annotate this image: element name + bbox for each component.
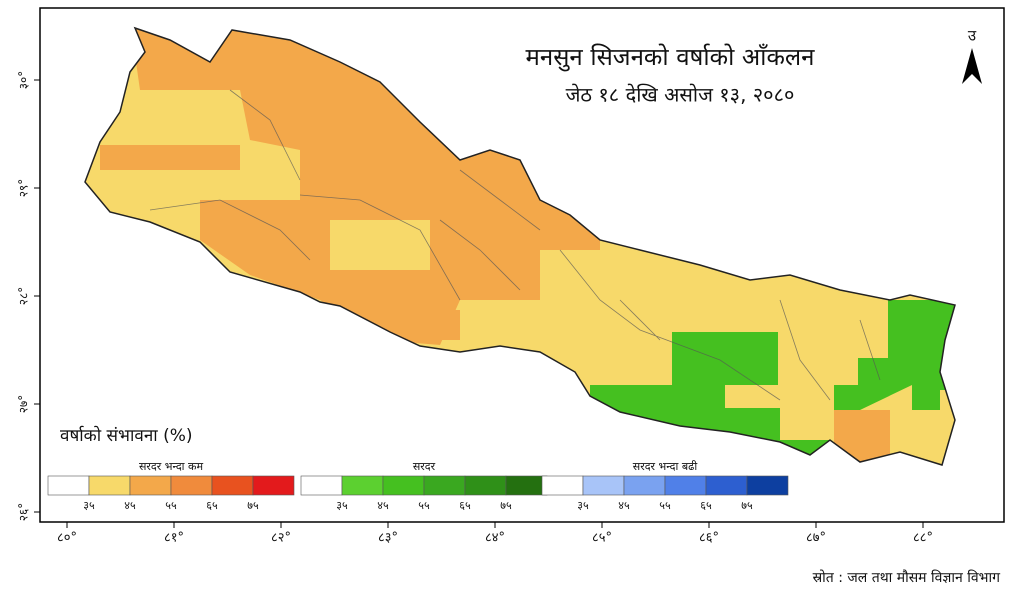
legend-tick-label: ५५ — [165, 499, 177, 512]
x-tick-label: ८१° — [164, 531, 184, 546]
legend-swatch — [664, 475, 707, 496]
legend-swatch — [341, 475, 384, 496]
y-tick-label: ३०° — [17, 71, 31, 89]
legend-tick-label: ६५ — [459, 499, 471, 512]
legend-swatch — [252, 475, 295, 496]
north-label: उ — [968, 27, 977, 45]
legend-swatch — [382, 475, 425, 496]
legend-swatch — [705, 475, 748, 496]
zone-yellow — [330, 220, 430, 270]
legend-swatch — [300, 475, 343, 496]
x-tick-label: ८७° — [806, 531, 826, 546]
legend-tick-label: ७५ — [500, 499, 512, 512]
zone-orange — [100, 145, 240, 170]
x-tick-label: ८३° — [378, 531, 398, 546]
zone-green — [834, 300, 955, 410]
legend-swatch — [129, 475, 172, 496]
legend-tick-label: ३५ — [577, 499, 589, 512]
legend-group-label: सरदर भन्दा कम — [139, 460, 204, 473]
legend-tick-label: ६५ — [206, 499, 218, 512]
y-tick-label: २९° — [17, 179, 31, 197]
legend-tick-label: ४५ — [377, 499, 389, 512]
legend-tick-label: ७५ — [741, 499, 753, 512]
legend-swatch — [88, 475, 131, 496]
y-tick-label: २६° — [17, 503, 31, 521]
legend-group-label: सरदर — [413, 460, 436, 473]
legend-swatch — [746, 475, 789, 496]
legend-swatch — [541, 475, 584, 496]
legend-tick-label: ३५ — [83, 499, 95, 512]
legend-swatch — [505, 475, 548, 496]
legend-tick-label: ५५ — [418, 499, 430, 512]
zone-green — [590, 332, 830, 455]
source-note: स्रोत : जल तथा मौसम विज्ञान विभाग — [813, 569, 1002, 586]
zone-orange — [834, 410, 890, 465]
legend-swatch — [170, 475, 213, 496]
district-borders — [149, 89, 881, 401]
legend-title: वर्षाको संभावना (%) — [60, 425, 193, 446]
legend-swatch — [582, 475, 625, 496]
map-title: मनसुन सिजनको वर्षाको आँकलन — [526, 43, 816, 72]
legend-tick-label: ७५ — [247, 499, 259, 512]
north-arrow — [962, 48, 982, 84]
legend-swatch — [423, 475, 466, 496]
legend-tick-label: ३५ — [336, 499, 348, 512]
y-tick-label: २८° — [17, 287, 31, 305]
legend-swatch — [211, 475, 254, 496]
x-tick-label: ८८° — [913, 531, 933, 546]
map-subtitle: जेठ १८ देखि असोज १३, २०८० — [566, 83, 795, 107]
x-tick-label: ८२° — [271, 531, 291, 546]
y-tick-label: २७° — [17, 395, 31, 413]
legend-tick-label: ६५ — [700, 499, 712, 512]
legend-tick-label: ५५ — [659, 499, 671, 512]
x-tick-label: ८५° — [592, 531, 612, 546]
x-tick-label: ८०° — [57, 531, 77, 546]
legend-swatch — [47, 475, 90, 496]
legend-tick-label: ४५ — [618, 499, 630, 512]
legend-tick-label: ४५ — [124, 499, 136, 512]
x-tick-label: ८६° — [699, 531, 719, 546]
legend-swatch — [464, 475, 507, 496]
x-tick-label: ८४° — [485, 531, 505, 546]
legend-swatch — [623, 475, 666, 496]
legend-group-label: सरदर भन्दा बढी — [633, 460, 698, 473]
